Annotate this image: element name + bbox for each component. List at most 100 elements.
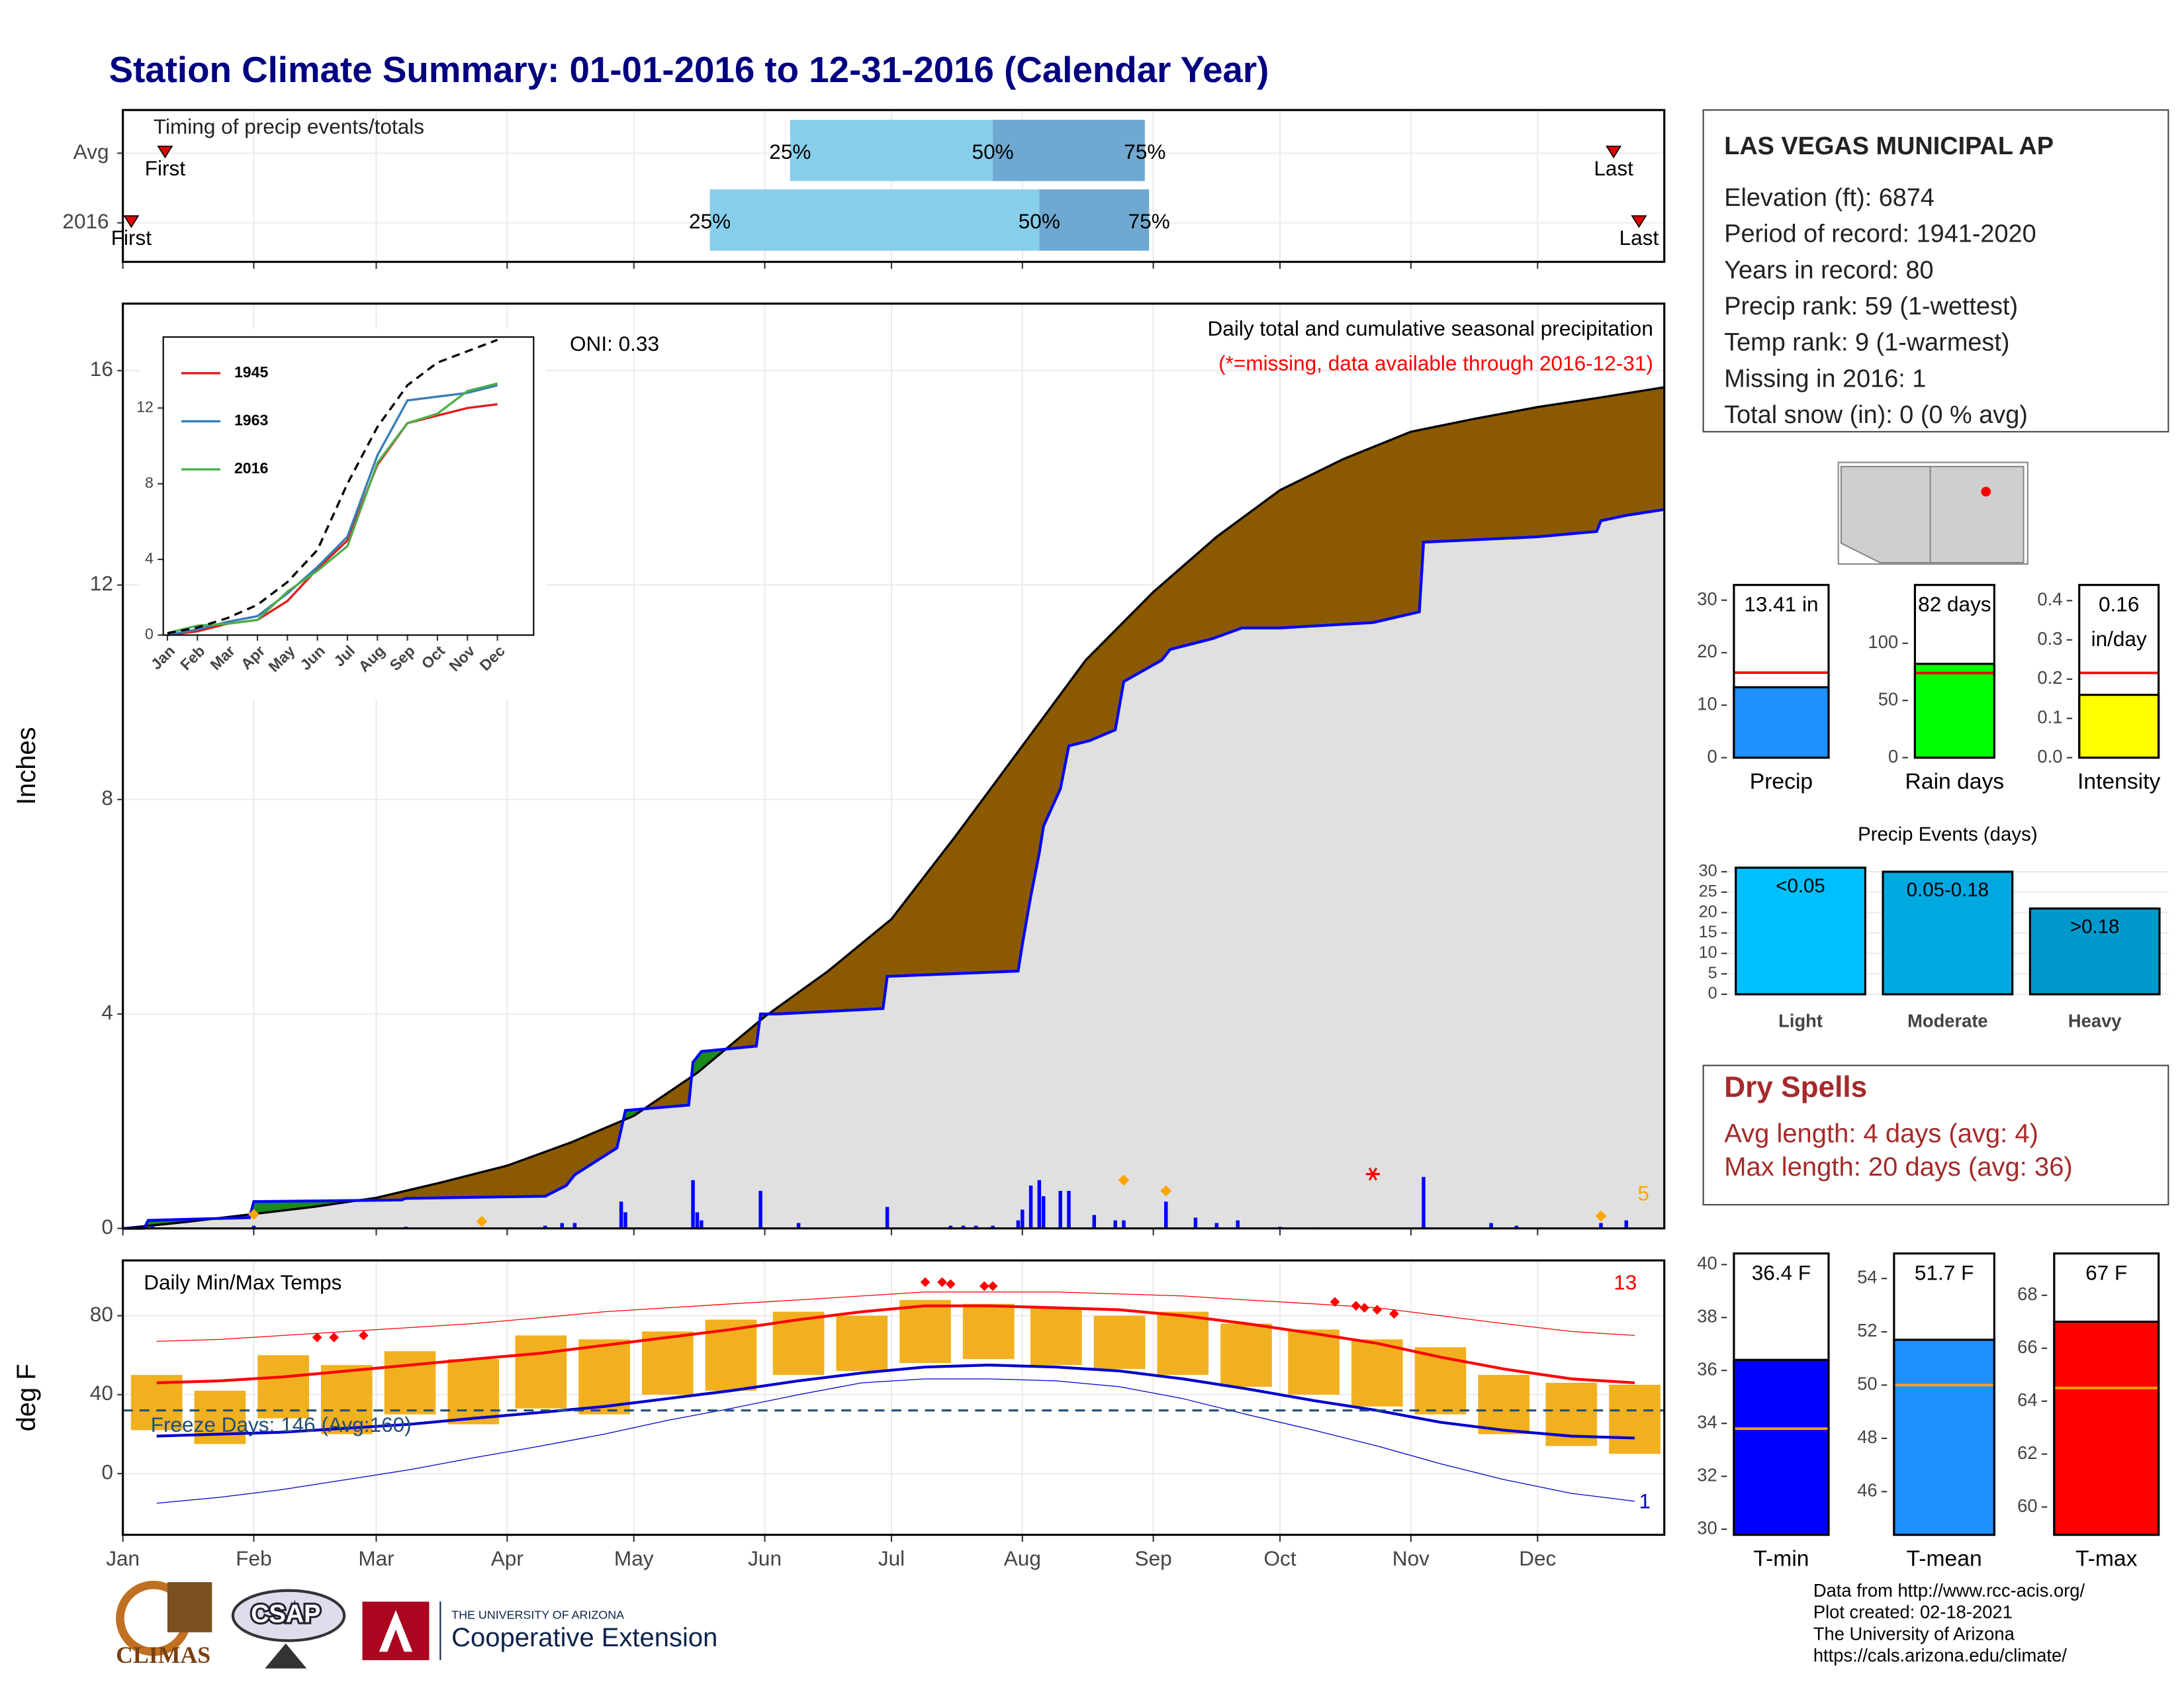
station-box	[1702, 109, 2169, 433]
record-high-count: 13	[1614, 1270, 1637, 1294]
daily-precip-bar	[1092, 1215, 1097, 1229]
panel-title: Precip Events (days)	[1858, 823, 2038, 845]
daily-precip-bar	[150, 1225, 155, 1229]
average-line	[167, 338, 498, 635]
y-tick-label: 0	[1888, 746, 1898, 767]
temp-range-bar	[1093, 1315, 1146, 1370]
quartile-bar	[709, 189, 1040, 251]
daily-precip-bar	[1058, 1191, 1062, 1229]
x-axis-label: Precip	[1750, 769, 1813, 794]
legend-label: 1963	[234, 412, 269, 429]
range-label: >0.18	[2070, 916, 2120, 938]
x-tick-label: May	[614, 1546, 654, 1570]
temp-range-bar	[1220, 1323, 1272, 1387]
temp-range-bar	[1609, 1384, 1661, 1454]
x-tick-label: Apr	[491, 1546, 523, 1570]
y-tick-label: 54	[1857, 1267, 1877, 1288]
x-tick-label: Moderate	[1907, 1011, 1988, 1031]
value-label: 67 F	[2085, 1260, 2127, 1284]
avg-low-line	[156, 1364, 1635, 1440]
inset-frame	[162, 336, 535, 636]
panel-frame	[1913, 584, 1995, 759]
dry-spells-title: Dry Spells	[1724, 1071, 1867, 1103]
y-tick-label: 4	[145, 549, 154, 567]
csap-cloud	[231, 1589, 346, 1642]
panel-frame	[122, 109, 1666, 263]
daily-precip-bar	[948, 1225, 953, 1229]
daily-precip-bar	[691, 1180, 695, 1229]
map-state	[1840, 465, 1931, 564]
y-tick-label: 20	[1699, 902, 1717, 921]
y-tick-label: 20	[1697, 641, 1717, 661]
row-label: 2016	[62, 209, 109, 233]
daily-precip-bar	[758, 1191, 762, 1229]
daily-precip-bar	[1016, 1220, 1021, 1229]
y-tick-label: 40	[1697, 1253, 1717, 1274]
event-marker	[123, 215, 140, 228]
logo-text: CSAP	[251, 1601, 320, 1628]
climas-icon	[167, 1582, 212, 1632]
panel-title: Timing of precip events/totals	[154, 115, 424, 138]
y-tick-label: 4	[101, 1000, 113, 1024]
quartile-bar	[790, 119, 993, 181]
x-tick-label: Nov	[1392, 1546, 1430, 1570]
y-axis-label: Inches	[12, 727, 41, 805]
event-label: Last	[1619, 226, 1659, 250]
daily-precip-bar	[251, 1225, 256, 1229]
record-low-line	[156, 1378, 1635, 1504]
temp-range-bar	[641, 1331, 694, 1395]
station-line: Temp rank: 9 (1-warmest)	[1724, 329, 2009, 357]
credit-line: Data from http://www.rcc-acis.org/	[1813, 1580, 2085, 1601]
daily-precip-bar	[974, 1225, 978, 1229]
y-tick-label: 64	[2017, 1389, 2037, 1410]
bar	[2053, 1321, 2160, 1536]
daily-precip-bar	[1193, 1217, 1198, 1229]
temp-range-bar	[1157, 1311, 1209, 1376]
record-marker	[1351, 1301, 1361, 1311]
y-tick-label: 68	[2017, 1284, 2037, 1304]
csap-mountain	[265, 1643, 307, 1669]
bar	[1882, 870, 2014, 996]
temp-range-bar	[578, 1339, 630, 1415]
map	[1837, 461, 2028, 565]
daily-precip-bar	[560, 1223, 565, 1229]
y-tick-label: 8	[101, 786, 113, 810]
record-marker	[329, 1333, 340, 1342]
x-axis-label: T-min	[1753, 1546, 1809, 1571]
y-tick-label: 16	[90, 357, 113, 381]
temp-range-bar	[515, 1335, 567, 1409]
x-tick-label: Aug	[1004, 1546, 1041, 1570]
snow-marker	[1118, 1174, 1130, 1186]
x-tick-label: Light	[1778, 1011, 1823, 1031]
y-tick-label: 0.4	[2037, 589, 2062, 610]
dry-spells-box	[1702, 1064, 2169, 1205]
temp-range-bar	[962, 1303, 1015, 1360]
snow-marker	[248, 1209, 259, 1221]
y-tick-label: 25	[1699, 882, 1717, 900]
x-tick-label: Jul	[878, 1546, 905, 1570]
quartile-bar	[1039, 189, 1150, 251]
average-cumulative-line	[122, 386, 1664, 1230]
daily-precip-bar	[885, 1207, 889, 1229]
daily-precip-bar	[572, 1223, 577, 1229]
temp-range-bar	[320, 1365, 373, 1434]
record-marker	[945, 1279, 956, 1289]
daily-precip-bar	[961, 1225, 966, 1229]
station-name: LAS VEGAS MUNICIPAL AP	[1724, 132, 2054, 160]
record-high-line	[156, 1291, 1635, 1342]
daily-precip-bar	[1041, 1196, 1046, 1229]
y-tick-label: 0.2	[2037, 667, 2062, 688]
panel-frame	[1733, 584, 1830, 759]
panel-frame	[122, 303, 1666, 1230]
station-line: Precip rank: 59 (1-wettest)	[1724, 293, 2018, 320]
y-tick-label: 10	[1697, 693, 1717, 714]
x-tick-label: Dec	[1519, 1546, 1556, 1570]
panel-frame	[2053, 1252, 2160, 1536]
bar	[1893, 1338, 1995, 1536]
daily-precip-bar	[1037, 1180, 1042, 1229]
y-tick-label: 40	[90, 1381, 113, 1405]
temp-range-bar	[1288, 1329, 1340, 1395]
value-label: 82 days	[1918, 592, 1991, 616]
ua-logo-a	[379, 1610, 413, 1652]
